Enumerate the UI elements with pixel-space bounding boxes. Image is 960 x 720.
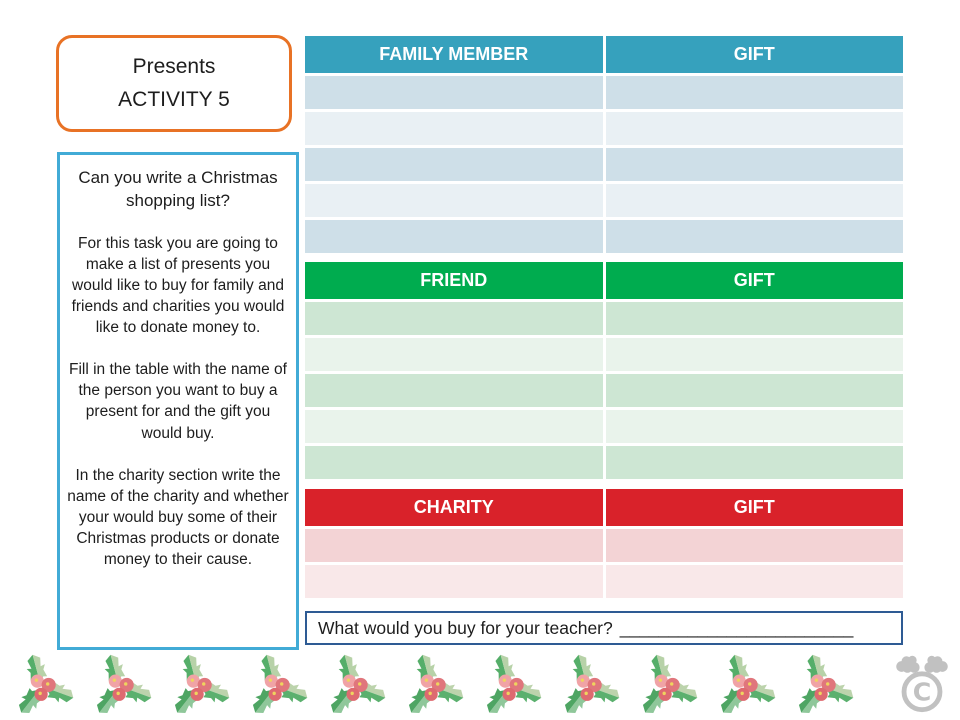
family-row	[305, 76, 903, 109]
family-cell[interactable]	[305, 112, 603, 145]
family-table-body	[305, 76, 903, 253]
teacher-answer-blank[interactable]: ________________________	[619, 617, 854, 638]
family-header-col2: GIFT	[605, 36, 903, 73]
instructions-paragraph: Fill in the table with the name of the p…	[69, 361, 287, 442]
holly-border	[4, 650, 862, 716]
footer-decoration: C	[4, 648, 956, 718]
friend-cell[interactable]	[605, 374, 903, 407]
holly-icon	[486, 654, 542, 713]
friend-cell[interactable]	[305, 374, 603, 407]
charity-cell[interactable]	[605, 529, 903, 562]
holly-icon	[720, 654, 776, 713]
instructions-paragraph: For this task you are going to make a li…	[71, 234, 285, 337]
charity-cell[interactable]	[305, 529, 603, 562]
instructions-paragraph: In the charity section write the name of…	[67, 466, 289, 568]
friend-cell[interactable]	[305, 410, 603, 443]
moose-copyright-icon: C	[896, 655, 948, 713]
friend-cell[interactable]	[305, 446, 603, 479]
friend-header-col2: GIFT	[605, 262, 903, 299]
family-cell[interactable]	[305, 220, 603, 253]
charity-table: CHARITY GIFT	[305, 489, 903, 598]
family-cell[interactable]	[605, 76, 903, 109]
charity-row	[305, 565, 903, 598]
holly-icon	[18, 654, 74, 713]
holly-icon	[330, 654, 386, 713]
family-row	[305, 148, 903, 181]
family-cell[interactable]	[605, 184, 903, 217]
charity-row	[305, 529, 903, 562]
instructions-box: Can you write a Christmas shopping list?…	[57, 152, 299, 650]
friend-row	[305, 374, 903, 407]
teacher-question-box: What would you buy for your teacher? ___…	[305, 611, 903, 645]
holly-icon	[96, 654, 152, 713]
friend-row	[305, 410, 903, 443]
teacher-question-label: What would you buy for your teacher?	[318, 617, 613, 638]
family-table-header: FAMILY MEMBER GIFT	[305, 36, 903, 73]
holly-icon	[174, 654, 230, 713]
friend-table: FRIEND GIFT	[305, 262, 903, 479]
copyright-letter: C	[913, 677, 932, 706]
charity-header-col2: GIFT	[605, 489, 903, 526]
friend-row	[305, 338, 903, 371]
family-cell[interactable]	[305, 184, 603, 217]
holly-icon	[564, 654, 620, 713]
charity-header-col1: CHARITY	[305, 489, 603, 526]
family-cell[interactable]	[605, 220, 903, 253]
family-row	[305, 112, 903, 145]
charity-table-body	[305, 529, 903, 598]
friend-table-header: FRIEND GIFT	[305, 262, 903, 299]
holly-icon	[252, 654, 308, 713]
family-header-col1: FAMILY MEMBER	[305, 36, 603, 73]
holly-icon	[798, 654, 854, 713]
family-row	[305, 220, 903, 253]
friend-row	[305, 446, 903, 479]
charity-cell[interactable]	[305, 565, 603, 598]
charity-cell[interactable]	[605, 565, 903, 598]
friend-table-body	[305, 302, 903, 479]
family-cell[interactable]	[305, 76, 603, 109]
friend-cell[interactable]	[605, 410, 903, 443]
charity-table-header: CHARITY GIFT	[305, 489, 903, 526]
holly-icon	[642, 654, 698, 713]
friend-cell[interactable]	[605, 302, 903, 335]
family-row	[305, 184, 903, 217]
friend-cell[interactable]	[305, 338, 603, 371]
friend-cell[interactable]	[305, 302, 603, 335]
friend-cell[interactable]	[605, 338, 903, 371]
title-line-1: Presents	[132, 54, 216, 78]
holly-icon	[408, 654, 464, 713]
family-table: FAMILY MEMBER GIFT	[305, 36, 903, 253]
friend-cell[interactable]	[605, 446, 903, 479]
family-cell[interactable]	[605, 112, 903, 145]
family-cell[interactable]	[605, 148, 903, 181]
friend-header-col1: FRIEND	[305, 262, 603, 299]
family-cell[interactable]	[305, 148, 603, 181]
friend-row	[305, 302, 903, 335]
title-box: Presents ACTIVITY 5	[56, 35, 292, 132]
title-line-2: ACTIVITY 5	[118, 87, 230, 111]
instructions-heading: Can you write a Christmas shopping list?	[78, 168, 278, 210]
